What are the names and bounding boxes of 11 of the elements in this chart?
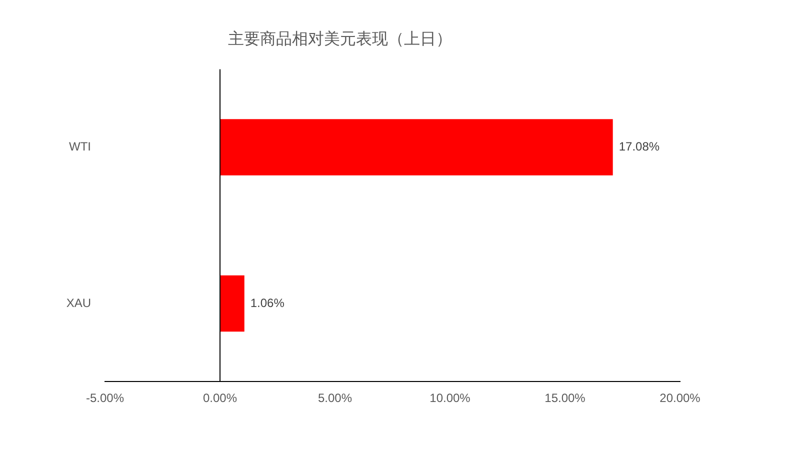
x-tick-label: -5.00% <box>86 391 124 406</box>
x-tick-label: 5.00% <box>318 391 352 406</box>
y-tick-label: XAU <box>66 296 91 310</box>
y-tick-label: WTI <box>69 140 91 154</box>
x-tick-label: 0.00% <box>202 391 238 406</box>
data-label: 17.08% <box>618 140 660 154</box>
x-tick-label: 15.00% <box>544 391 586 406</box>
chart-title: 主要商品相对美元表现（上日） <box>228 30 452 48</box>
x-tick-label: 10.00% <box>430 391 471 406</box>
data-label: 1.06% <box>250 296 285 310</box>
x-tick-label: 20.00% <box>660 391 701 406</box>
